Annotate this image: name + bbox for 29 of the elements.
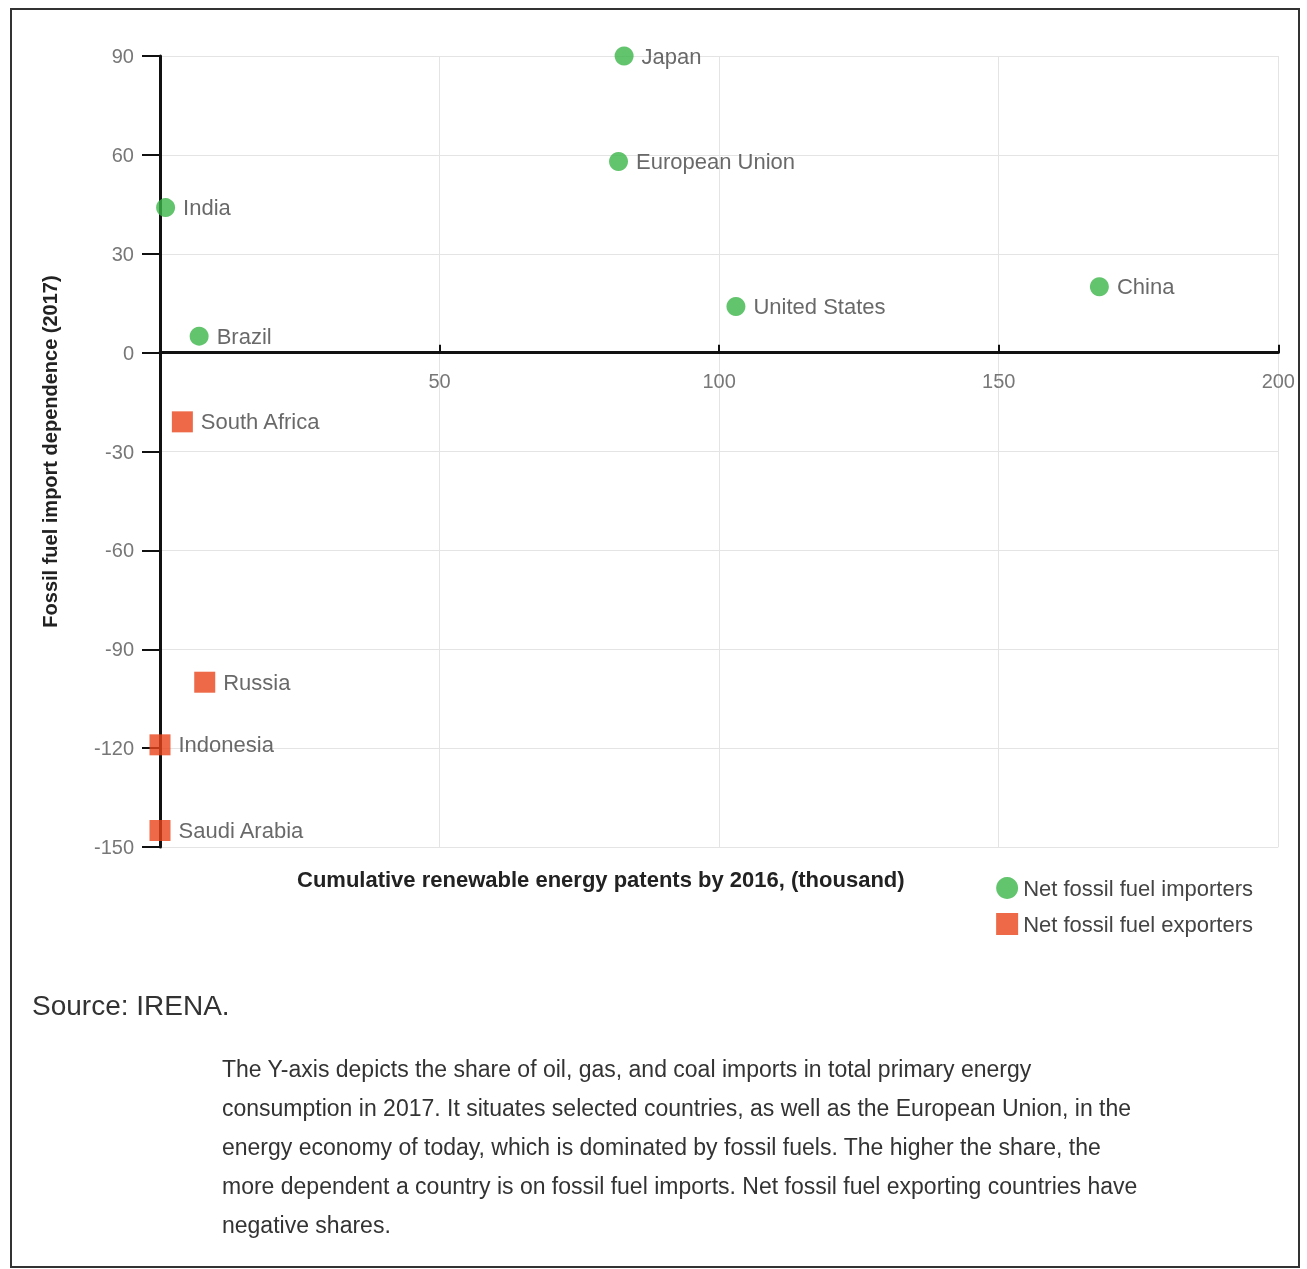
x-tick-label: 200 <box>1261 369 1295 392</box>
y-tick-label: -30 <box>105 440 134 463</box>
x-tick-label: 50 <box>428 369 451 392</box>
x-tick-label: 100 <box>702 369 736 392</box>
y-tick-label: 0 <box>122 341 134 364</box>
legend-label: Net fossil fuel importers <box>1023 875 1253 901</box>
y-tick-label: -150 <box>93 836 134 858</box>
y-tick-label: -60 <box>105 539 134 562</box>
annotation: European Union <box>636 148 796 174</box>
annotation: South Africa <box>200 409 321 435</box>
y-tick-label: -90 <box>105 638 134 661</box>
annotation: Indonesia <box>178 732 275 758</box>
y-tick-label: -120 <box>93 737 134 760</box>
y-tick-label: 60 <box>111 143 134 166</box>
annotation: China <box>1116 274 1176 300</box>
annotation: Japan <box>641 43 702 69</box>
annotation: India <box>183 195 232 221</box>
annotation: Russia <box>223 669 292 695</box>
x-axis-title: Cumulative renewable energy patents by 2016, (thousand) <box>297 866 905 892</box>
annotation: Brazil <box>216 323 272 349</box>
annotation: Saudi Arabia <box>178 818 305 844</box>
legend-label: Net fossil fuel exporters <box>1023 911 1253 937</box>
annotation: United States <box>753 293 886 319</box>
x-tick-label: 150 <box>982 369 1016 392</box>
y-tick-label: 90 <box>111 45 134 67</box>
text: The Y-axis depicts the share of oil, gas, and coal imports in total primary energy consumption in 2017. It situates selected countries, as well as the European Union, in the energy economy of today, which is dominated by fossil fuels. The higher the share, the more dependent a country is on fossil fuel imports. Net fossil fuel exporting countries have negative shares. <box>222 1055 1139 1240</box>
y-tick-label: 30 <box>111 242 134 265</box>
source-note: Source: IRENA. <box>32 990 230 1022</box>
y-axis-title: Fossil fuel import dependence (2017) <box>39 275 61 628</box>
